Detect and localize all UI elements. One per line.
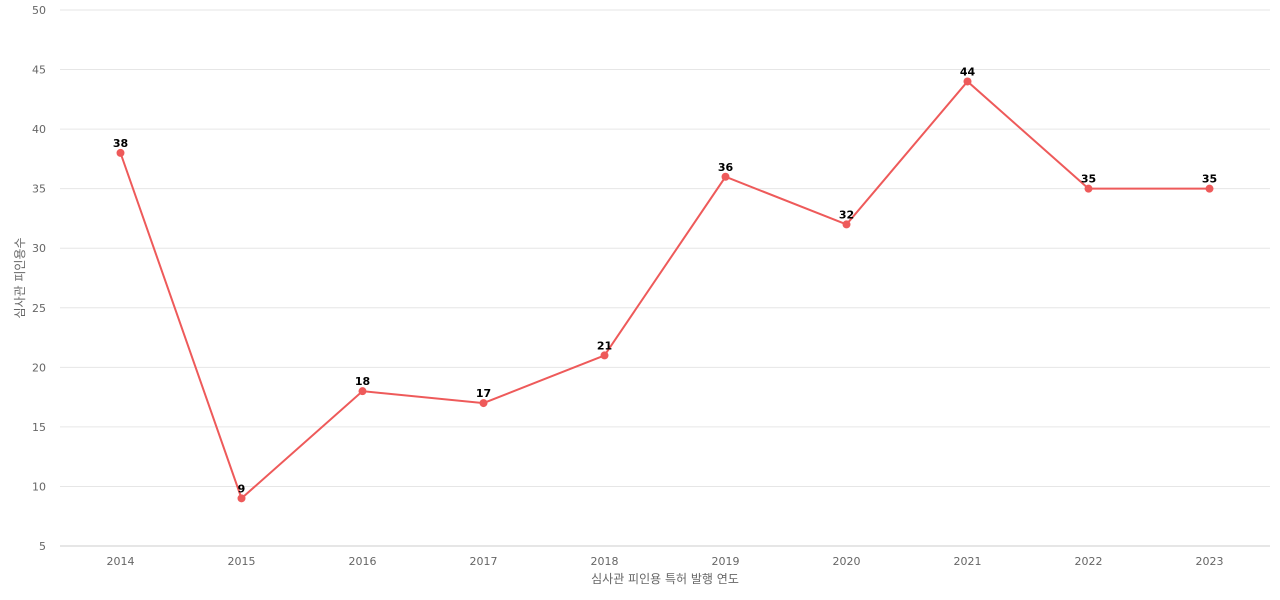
x-axis-title: 심사관 피인용 특허 발행 연도 (591, 571, 739, 586)
y-axis-ticks: 5 10 15 20 25 30 35 40 45 50 (32, 4, 46, 553)
data-label: 35 (1202, 173, 1217, 186)
x-tick-label: 2020 (833, 555, 861, 568)
y-tick-label: 30 (32, 242, 46, 255)
x-tick-label: 2015 (228, 555, 256, 568)
data-label: 35 (1081, 173, 1096, 186)
x-tick-label: 2019 (712, 555, 740, 568)
data-label: 18 (355, 375, 370, 388)
x-axis-ticks: 2014 2015 2016 2017 2018 2019 2020 2021 2022 2023 (107, 555, 1224, 568)
y-tick-label: 20 (32, 361, 46, 374)
data-point (721, 172, 730, 181)
y-tick-label: 40 (32, 123, 46, 136)
data-label: 21 (597, 339, 612, 352)
y-tick-label: 35 (32, 183, 46, 196)
data-label: 9 (238, 482, 246, 495)
y-tick-label: 25 (32, 302, 46, 315)
data-labels: 38 9 18 17 21 36 32 44 35 35 (113, 65, 1217, 495)
y-tick-label: 50 (32, 4, 46, 17)
data-point (116, 148, 125, 157)
x-tick-label: 2021 (954, 555, 982, 568)
data-label: 38 (113, 137, 128, 150)
data-point (600, 351, 609, 360)
grid-lines (60, 9, 1270, 487)
x-tick-label: 2023 (1196, 555, 1224, 568)
series-line (119, 80, 1210, 501)
y-tick-label: 15 (32, 421, 46, 434)
x-tick-label: 2017 (470, 555, 498, 568)
y-tick-label: 10 (32, 480, 46, 493)
data-points (116, 77, 1214, 503)
data-label: 32 (839, 208, 854, 221)
x-tick-label: 2022 (1075, 555, 1103, 568)
data-label: 17 (476, 387, 491, 400)
data-point (1084, 184, 1093, 193)
data-label: 36 (718, 161, 734, 174)
data-label: 44 (960, 65, 976, 78)
data-point (358, 387, 367, 396)
data-point (842, 220, 851, 229)
data-point (1205, 184, 1214, 193)
data-point (479, 399, 488, 408)
x-tick-label: 2018 (591, 555, 619, 568)
x-tick-label: 2014 (107, 555, 135, 568)
data-point (963, 77, 972, 86)
y-tick-label: 45 (32, 64, 46, 77)
y-axis-title: 심사관 피인용수 (13, 237, 27, 318)
x-tick-label: 2016 (349, 555, 377, 568)
y-tick-label: 5 (39, 540, 46, 553)
data-point (237, 494, 246, 503)
